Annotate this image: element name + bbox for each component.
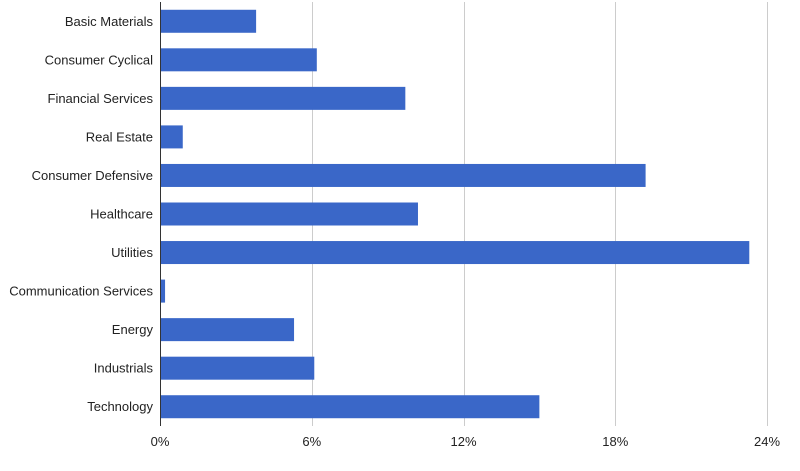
x-tick-label: 24% xyxy=(754,434,780,449)
category-labels: Basic Materials Consumer Cyclical Financia… xyxy=(9,14,153,414)
category-label: Utilities xyxy=(111,245,153,260)
bar-financial-services[interactable] xyxy=(160,86,406,110)
category-label: Consumer Cyclical xyxy=(45,52,153,67)
category-label: Consumer Defensive xyxy=(32,168,153,183)
category-label: Communication Services xyxy=(9,284,153,299)
category-label: Financial Services xyxy=(48,91,154,106)
bar-consumer-defensive[interactable] xyxy=(160,163,646,187)
bar-consumer-cyclical[interactable] xyxy=(160,48,317,72)
x-tick-labels: 0% 6% 12% 18% 24% xyxy=(151,434,781,449)
bar-industrials[interactable] xyxy=(160,356,315,380)
category-label: Energy xyxy=(112,322,154,337)
x-tick-label: 6% xyxy=(302,434,321,449)
bar-utilities[interactable] xyxy=(160,241,750,265)
category-label: Healthcare xyxy=(90,207,153,222)
category-label: Basic Materials xyxy=(65,14,154,29)
x-tick-label: 0% xyxy=(151,434,170,449)
category-label: Real Estate xyxy=(86,129,153,144)
bar-real-estate[interactable] xyxy=(160,125,183,149)
x-tick-label: 18% xyxy=(602,434,628,449)
bar-energy[interactable] xyxy=(160,318,295,342)
category-label: Technology xyxy=(87,399,153,414)
category-label: Industrials xyxy=(94,361,154,376)
bar-communication-services[interactable] xyxy=(160,279,166,303)
bars xyxy=(160,9,750,419)
x-tick-label: 12% xyxy=(450,434,476,449)
bar-healthcare[interactable] xyxy=(160,202,418,226)
bar-technology[interactable] xyxy=(160,395,540,419)
bar-basic-materials[interactable] xyxy=(160,9,257,33)
